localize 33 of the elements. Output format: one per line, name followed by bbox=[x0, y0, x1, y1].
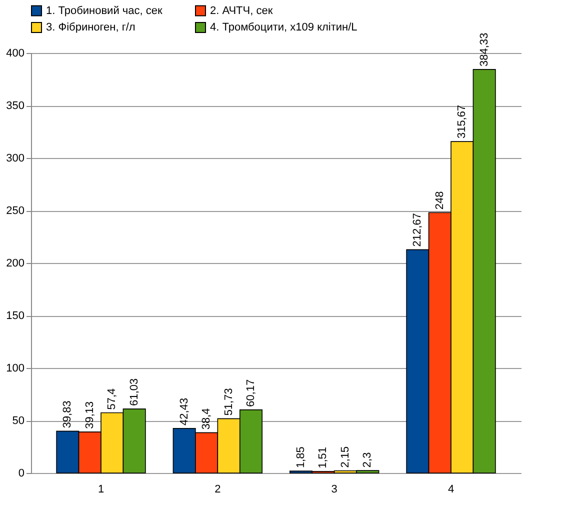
legend-label: 1. Тробиновий час, сек bbox=[46, 4, 162, 17]
y-tick-label: 150 bbox=[6, 310, 24, 322]
legend-label: 3. Фібриноген, г/л bbox=[46, 22, 136, 34]
x-tick-label: 4 bbox=[448, 484, 454, 496]
data-label: 51,73 bbox=[222, 388, 235, 416]
y-tick-label: 350 bbox=[6, 100, 24, 112]
x-tick-label: 2 bbox=[214, 484, 221, 496]
data-label: 384,33 bbox=[478, 32, 490, 66]
data-label: 42,43 bbox=[178, 398, 190, 426]
y-tick-label: 100 bbox=[6, 362, 24, 374]
legend-label: 4. Тромбоцити, x109 клітин/L bbox=[210, 22, 358, 34]
y-tick-label: 0 bbox=[18, 468, 24, 480]
data-label: 1,51 bbox=[317, 446, 330, 468]
data-label: 39,83 bbox=[62, 400, 74, 428]
y-tick-label: 400 bbox=[6, 48, 24, 60]
data-label: 248 bbox=[434, 191, 446, 210]
data-label: 60,17 bbox=[245, 379, 257, 407]
x-tick-label: 1 bbox=[98, 484, 104, 496]
data-label: 57,4 bbox=[106, 388, 118, 410]
y-tick-label: 200 bbox=[6, 258, 24, 270]
y-tick-label: 300 bbox=[6, 152, 24, 164]
data-label: 2,3 bbox=[362, 452, 374, 468]
legend-label: 2. АЧТЧ, сек bbox=[210, 4, 273, 17]
y-tick-label: 50 bbox=[12, 415, 24, 427]
data-label: 2,15 bbox=[339, 446, 352, 468]
data-label: 315,67 bbox=[456, 104, 468, 139]
data-label: 1,85 bbox=[295, 446, 307, 468]
y-tick-label: 250 bbox=[6, 205, 24, 217]
x-tick-label: 3 bbox=[331, 484, 338, 496]
data-label: 39,13 bbox=[84, 401, 96, 429]
data-label: 212,67 bbox=[412, 213, 424, 247]
data-label: 61,03 bbox=[128, 378, 140, 406]
data-label: 38,4 bbox=[200, 408, 213, 430]
